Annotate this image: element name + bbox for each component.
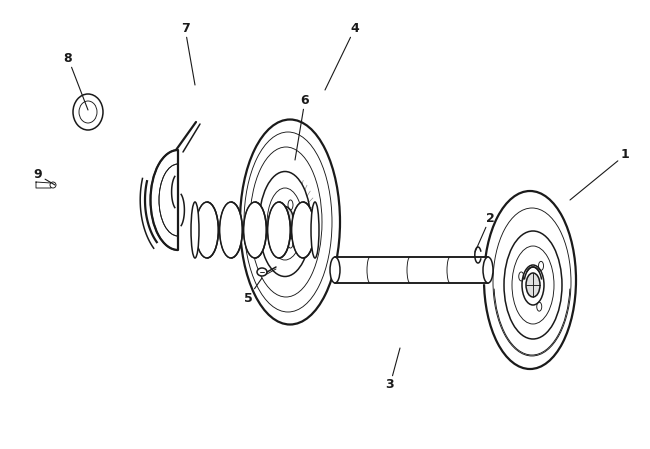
Ellipse shape <box>250 147 322 297</box>
Polygon shape <box>335 257 488 283</box>
Text: 3: 3 <box>385 348 400 392</box>
Ellipse shape <box>512 246 554 324</box>
Ellipse shape <box>73 94 103 130</box>
Ellipse shape <box>159 164 197 236</box>
Ellipse shape <box>330 257 340 283</box>
Ellipse shape <box>240 119 340 325</box>
Text: 7: 7 <box>181 22 195 85</box>
Ellipse shape <box>151 150 205 250</box>
Ellipse shape <box>292 202 315 258</box>
Polygon shape <box>178 160 203 240</box>
Ellipse shape <box>483 257 493 283</box>
Ellipse shape <box>244 202 266 258</box>
Ellipse shape <box>276 207 294 242</box>
Ellipse shape <box>259 172 311 277</box>
Ellipse shape <box>504 231 562 339</box>
Ellipse shape <box>191 202 199 258</box>
Ellipse shape <box>484 191 576 369</box>
Ellipse shape <box>196 202 218 258</box>
Ellipse shape <box>79 101 97 123</box>
Ellipse shape <box>493 208 571 356</box>
Ellipse shape <box>526 273 540 297</box>
Ellipse shape <box>268 202 291 258</box>
Polygon shape <box>36 182 51 188</box>
Ellipse shape <box>50 182 56 188</box>
Ellipse shape <box>522 265 544 305</box>
Ellipse shape <box>267 188 303 260</box>
Ellipse shape <box>257 268 267 276</box>
Ellipse shape <box>244 132 332 312</box>
Text: 6: 6 <box>295 93 309 160</box>
Text: 5: 5 <box>244 278 262 304</box>
Polygon shape <box>178 145 218 255</box>
Text: 9: 9 <box>34 168 55 185</box>
Text: 1: 1 <box>570 149 629 200</box>
Text: 8: 8 <box>64 52 88 110</box>
Text: 2: 2 <box>475 211 495 252</box>
Ellipse shape <box>220 202 242 258</box>
Ellipse shape <box>311 202 319 258</box>
Text: 4: 4 <box>325 22 359 90</box>
